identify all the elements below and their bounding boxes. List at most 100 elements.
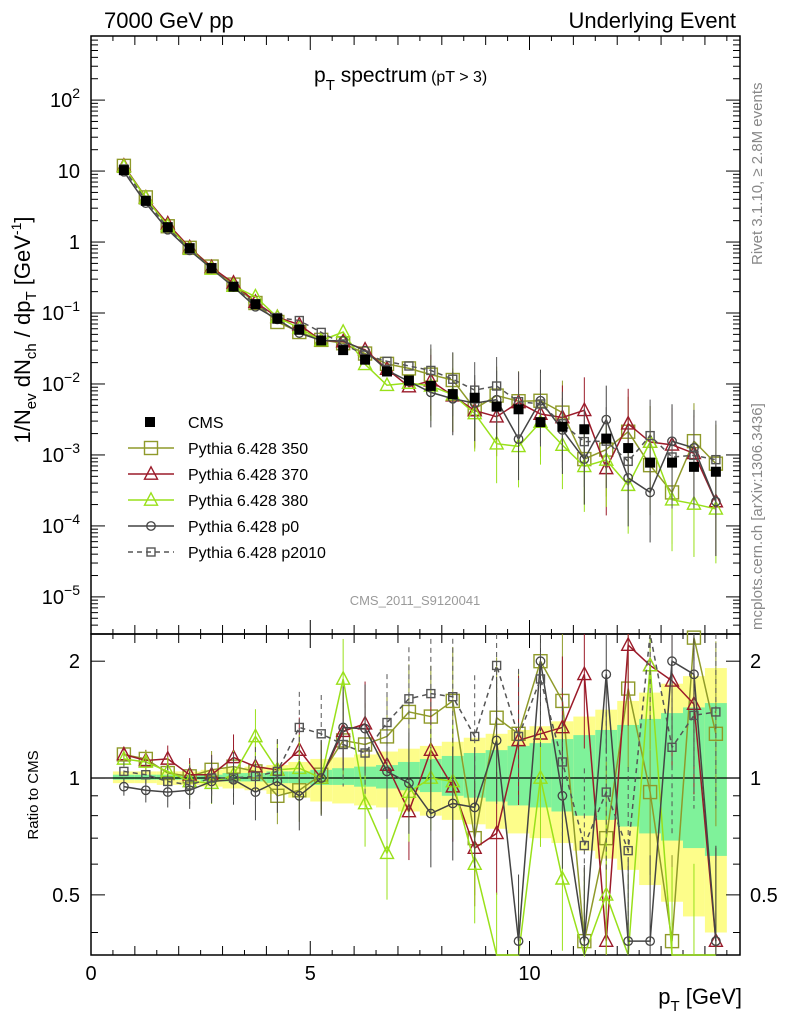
data-point-ratio bbox=[335, 670, 351, 685]
data-point-main bbox=[711, 454, 721, 465]
series-p2010 bbox=[119, 164, 721, 935]
series-line-ratio bbox=[123, 665, 716, 958]
data-point-main bbox=[623, 456, 633, 467]
data-point-main bbox=[294, 315, 304, 326]
y-tick-label-main: 10−1 bbox=[42, 298, 80, 325]
data-point-main bbox=[488, 435, 505, 450]
ratio-plot-frame bbox=[90, 633, 741, 956]
data-point-ratio bbox=[119, 766, 129, 777]
data-point-ratio bbox=[206, 773, 217, 783]
cms-data-point bbox=[316, 335, 327, 346]
cms-data-point bbox=[557, 421, 568, 432]
data-point-ratio bbox=[598, 886, 614, 901]
data-point-ratio bbox=[576, 665, 592, 681]
legend-marker bbox=[143, 465, 159, 480]
y-tick-label-main: 10−2 bbox=[42, 369, 80, 396]
data-point-main bbox=[686, 495, 702, 510]
series-line-main bbox=[123, 168, 717, 463]
data-point-main bbox=[448, 374, 458, 384]
data-point-ratio bbox=[360, 723, 370, 734]
plot-title: pT spectrum (pT > 3) bbox=[314, 64, 487, 94]
cms-data-point bbox=[381, 366, 392, 377]
data-point-ratio bbox=[140, 785, 151, 796]
y-tick-label-ratio-right: 2 bbox=[750, 651, 761, 673]
data-point-ratio bbox=[623, 936, 634, 947]
cms-data-point bbox=[623, 443, 634, 454]
data-point-ratio bbox=[467, 855, 483, 871]
data-point-ratio bbox=[163, 776, 173, 787]
legend-label: Pythia 6.428 380 bbox=[188, 493, 308, 510]
cms-data-point bbox=[140, 195, 151, 206]
cms-data-point bbox=[272, 313, 283, 324]
data-point-ratio bbox=[469, 802, 480, 813]
band-stat-bin bbox=[573, 735, 596, 816]
data-point-ratio bbox=[667, 742, 677, 752]
data-point-ratio bbox=[642, 784, 658, 800]
cms-data-point bbox=[491, 401, 502, 412]
plot-frames bbox=[90, 35, 741, 956]
data-point-main bbox=[379, 376, 395, 392]
y-tick-label-ratio: 1 bbox=[69, 768, 80, 790]
data-point-ratio bbox=[426, 688, 436, 699]
data-point-ratio bbox=[579, 936, 590, 947]
data-point-ratio bbox=[491, 660, 502, 671]
data-point-main bbox=[579, 436, 590, 447]
data-point-ratio bbox=[645, 936, 656, 947]
data-point-main bbox=[645, 487, 656, 498]
cms-data-point bbox=[579, 424, 590, 435]
data-point-ratio bbox=[601, 669, 612, 680]
y-tick-label-main: 10−3 bbox=[42, 440, 80, 467]
x-tick-label: 10 bbox=[518, 963, 540, 985]
axis-ticks: 0 5 10 102 10 1 10−1 10−2 10−3 10−4 10−5 2 2 1 1 0.5 0.5 bbox=[42, 35, 778, 985]
legend-marker bbox=[146, 521, 156, 531]
band-stat-bin bbox=[112, 774, 135, 780]
data-point-ratio bbox=[247, 727, 264, 743]
y-tick-label-main: 1 bbox=[69, 232, 80, 254]
data-point-ratio bbox=[184, 780, 195, 790]
cms-data-point bbox=[118, 165, 129, 176]
y-tick-label-main: 102 bbox=[50, 85, 80, 112]
data-point-ratio bbox=[250, 771, 261, 782]
legend-label: Pythia 6.428 p2010 bbox=[188, 545, 326, 562]
cms-data-point bbox=[250, 299, 261, 310]
text-group: 7000 GeV pp Underlying Event pT spectrum… bbox=[8, 8, 766, 1015]
data-point-main bbox=[689, 450, 699, 461]
y-tick-label-main: 10−4 bbox=[42, 511, 80, 538]
analysis-label: CMS_2011_S9120041 bbox=[350, 593, 481, 608]
y-axis-label-main: 1/Nev dNch / dpT [GeV-1] bbox=[8, 217, 40, 444]
cms-data-point bbox=[513, 404, 524, 415]
data-point-ratio bbox=[141, 769, 151, 780]
cms-data-point bbox=[294, 324, 305, 335]
data-point-ratio bbox=[294, 790, 305, 801]
data-point-ratio bbox=[404, 778, 414, 789]
legend-label: Pythia 6.428 p0 bbox=[188, 519, 299, 536]
ratio-uncertainty-bands bbox=[112, 668, 727, 933]
series-line-main bbox=[123, 165, 717, 502]
data-point-ratio bbox=[338, 739, 348, 750]
data-point-ratio bbox=[488, 824, 505, 840]
data-point-ratio bbox=[469, 731, 480, 742]
y-axis-label-ratio: Ratio to CMS bbox=[25, 750, 42, 839]
data-point-ratio bbox=[272, 766, 283, 777]
legend-marker-cms bbox=[145, 417, 155, 427]
data-point-ratio bbox=[379, 844, 395, 860]
data-point-ratio bbox=[382, 717, 392, 728]
data-point-ratio bbox=[554, 870, 571, 885]
cms-data-point bbox=[162, 222, 173, 233]
data-point-main bbox=[426, 365, 436, 376]
side-text-rivet: Rivet 3.1.10, ≥ 2.8M events bbox=[749, 83, 766, 266]
data-point-ratio bbox=[579, 840, 590, 851]
data-point-ratio bbox=[138, 753, 154, 768]
data-point-ratio bbox=[710, 936, 721, 947]
cms-data-point bbox=[184, 243, 195, 254]
series-group bbox=[116, 157, 724, 958]
legend-label: Pythia 6.428 350 bbox=[188, 441, 308, 458]
data-point-main bbox=[535, 399, 546, 409]
legend-label-cms: CMS bbox=[188, 415, 224, 432]
data-point-ratio bbox=[491, 735, 502, 746]
data-point-main bbox=[401, 377, 417, 393]
data-point-ratio bbox=[425, 808, 436, 819]
band-stat-bin bbox=[617, 724, 640, 827]
data-point-ratio bbox=[532, 769, 549, 784]
